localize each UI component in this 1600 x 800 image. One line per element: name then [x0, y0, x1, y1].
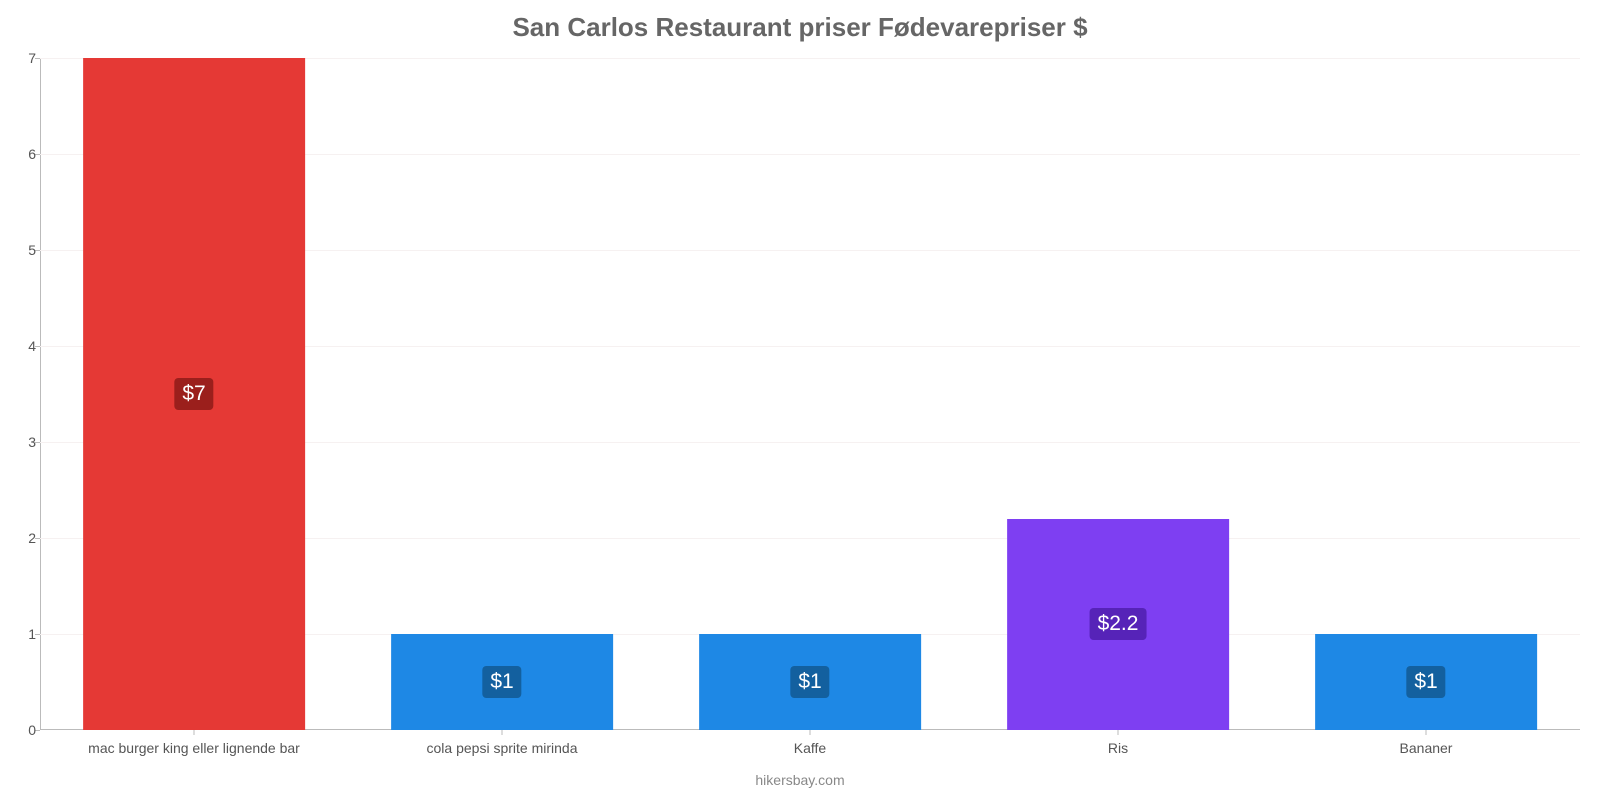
x-tick-mark	[502, 730, 503, 735]
x-tick-label: Bananer	[1400, 740, 1453, 756]
x-tick-label: mac burger king eller lignende bar	[88, 740, 300, 756]
attribution-text: hikersbay.com	[755, 772, 844, 788]
plot-area: 01234567 $7mac burger king eller lignend…	[40, 58, 1580, 730]
x-tick-label: cola pepsi sprite mirinda	[427, 740, 578, 756]
y-tick-label: 2	[12, 531, 36, 545]
x-tick-mark	[810, 730, 811, 735]
y-tick-label: 1	[12, 627, 36, 641]
bar-value-label: $1	[482, 666, 521, 698]
y-tick-label: 0	[12, 723, 36, 737]
x-tick-label: Kaffe	[794, 740, 826, 756]
y-tick-label: 7	[12, 51, 36, 65]
y-tick-label: 5	[12, 243, 36, 257]
chart-title: San Carlos Restaurant priser Fødevarepri…	[0, 0, 1600, 43]
y-tick-label: 4	[12, 339, 36, 353]
y-axis-line	[40, 58, 41, 730]
bar-value-label: $1	[1406, 666, 1445, 698]
bar-value-label: $7	[174, 378, 213, 410]
x-tick-mark	[194, 730, 195, 735]
x-tick-mark	[1118, 730, 1119, 735]
y-tick-label: 3	[12, 435, 36, 449]
bar-value-label: $2.2	[1090, 608, 1147, 640]
x-tick-mark	[1426, 730, 1427, 735]
x-tick-label: Ris	[1108, 740, 1128, 756]
y-tick-label: 6	[12, 147, 36, 161]
bar-value-label: $1	[790, 666, 829, 698]
